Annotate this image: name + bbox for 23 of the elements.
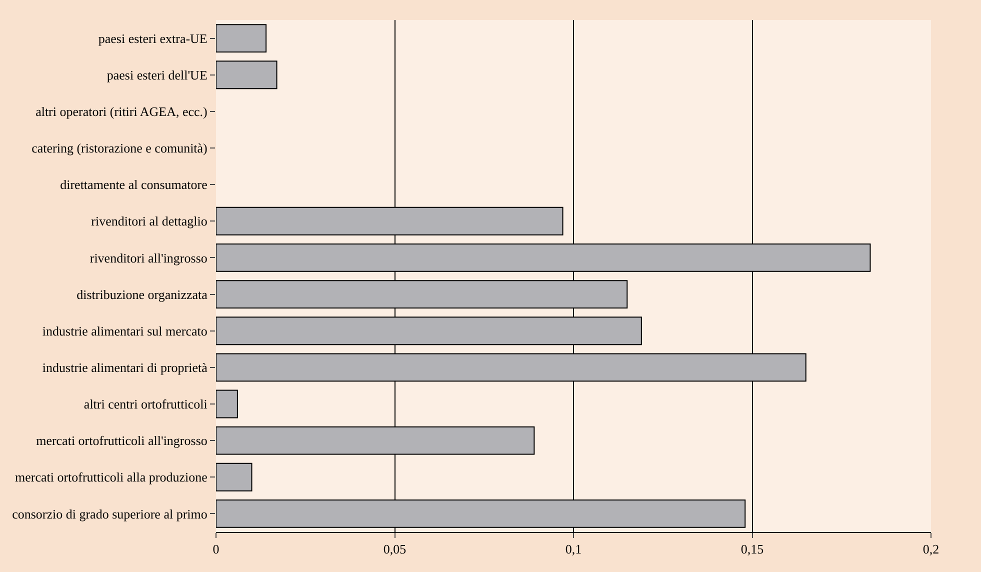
y-tick-label: paesi esteri dell'UE <box>106 67 208 82</box>
bar <box>216 60 278 90</box>
x-tick-label: 0,05 <box>383 542 406 557</box>
y-tick-label: mercati ortofrutticoli alla produzione <box>14 470 208 485</box>
bar <box>216 390 238 418</box>
y-tick-label: rivenditori al dettaglio <box>91 214 208 229</box>
y-tick-label: mercati ortofrutticoli all'ingrosso <box>36 433 208 448</box>
y-tick-label: industrie alimentari sul mercato <box>42 323 208 338</box>
y-tick-label: distribuzione organizzata <box>76 286 208 302</box>
y-tick-label: paesi esteri extra-UE <box>98 30 208 46</box>
bar <box>216 462 252 492</box>
y-tick-label: altri operatori (ritiri AGEA, ecc.) <box>36 104 208 119</box>
bar <box>216 24 267 52</box>
y-tick-label: rivenditori all'ingrosso <box>90 250 208 266</box>
y-tick-label: consorzio di grado superiore al primo <box>12 506 208 522</box>
y-tick-label: altri centri ortofrutticoli <box>84 396 208 412</box>
y-tick-label: direttamente al consumatore <box>60 177 208 192</box>
y-tick-label: catering (ristorazione e comunità) <box>32 140 208 156</box>
x-tick-label: 0,2 <box>922 542 940 557</box>
y-tick-label: industrie alimentari di proprietà <box>42 360 208 375</box>
x-tick-label: 0,1 <box>565 542 582 557</box>
x-tick-label: 0 <box>212 542 220 557</box>
x-tick-label: 0,15 <box>740 542 764 557</box>
